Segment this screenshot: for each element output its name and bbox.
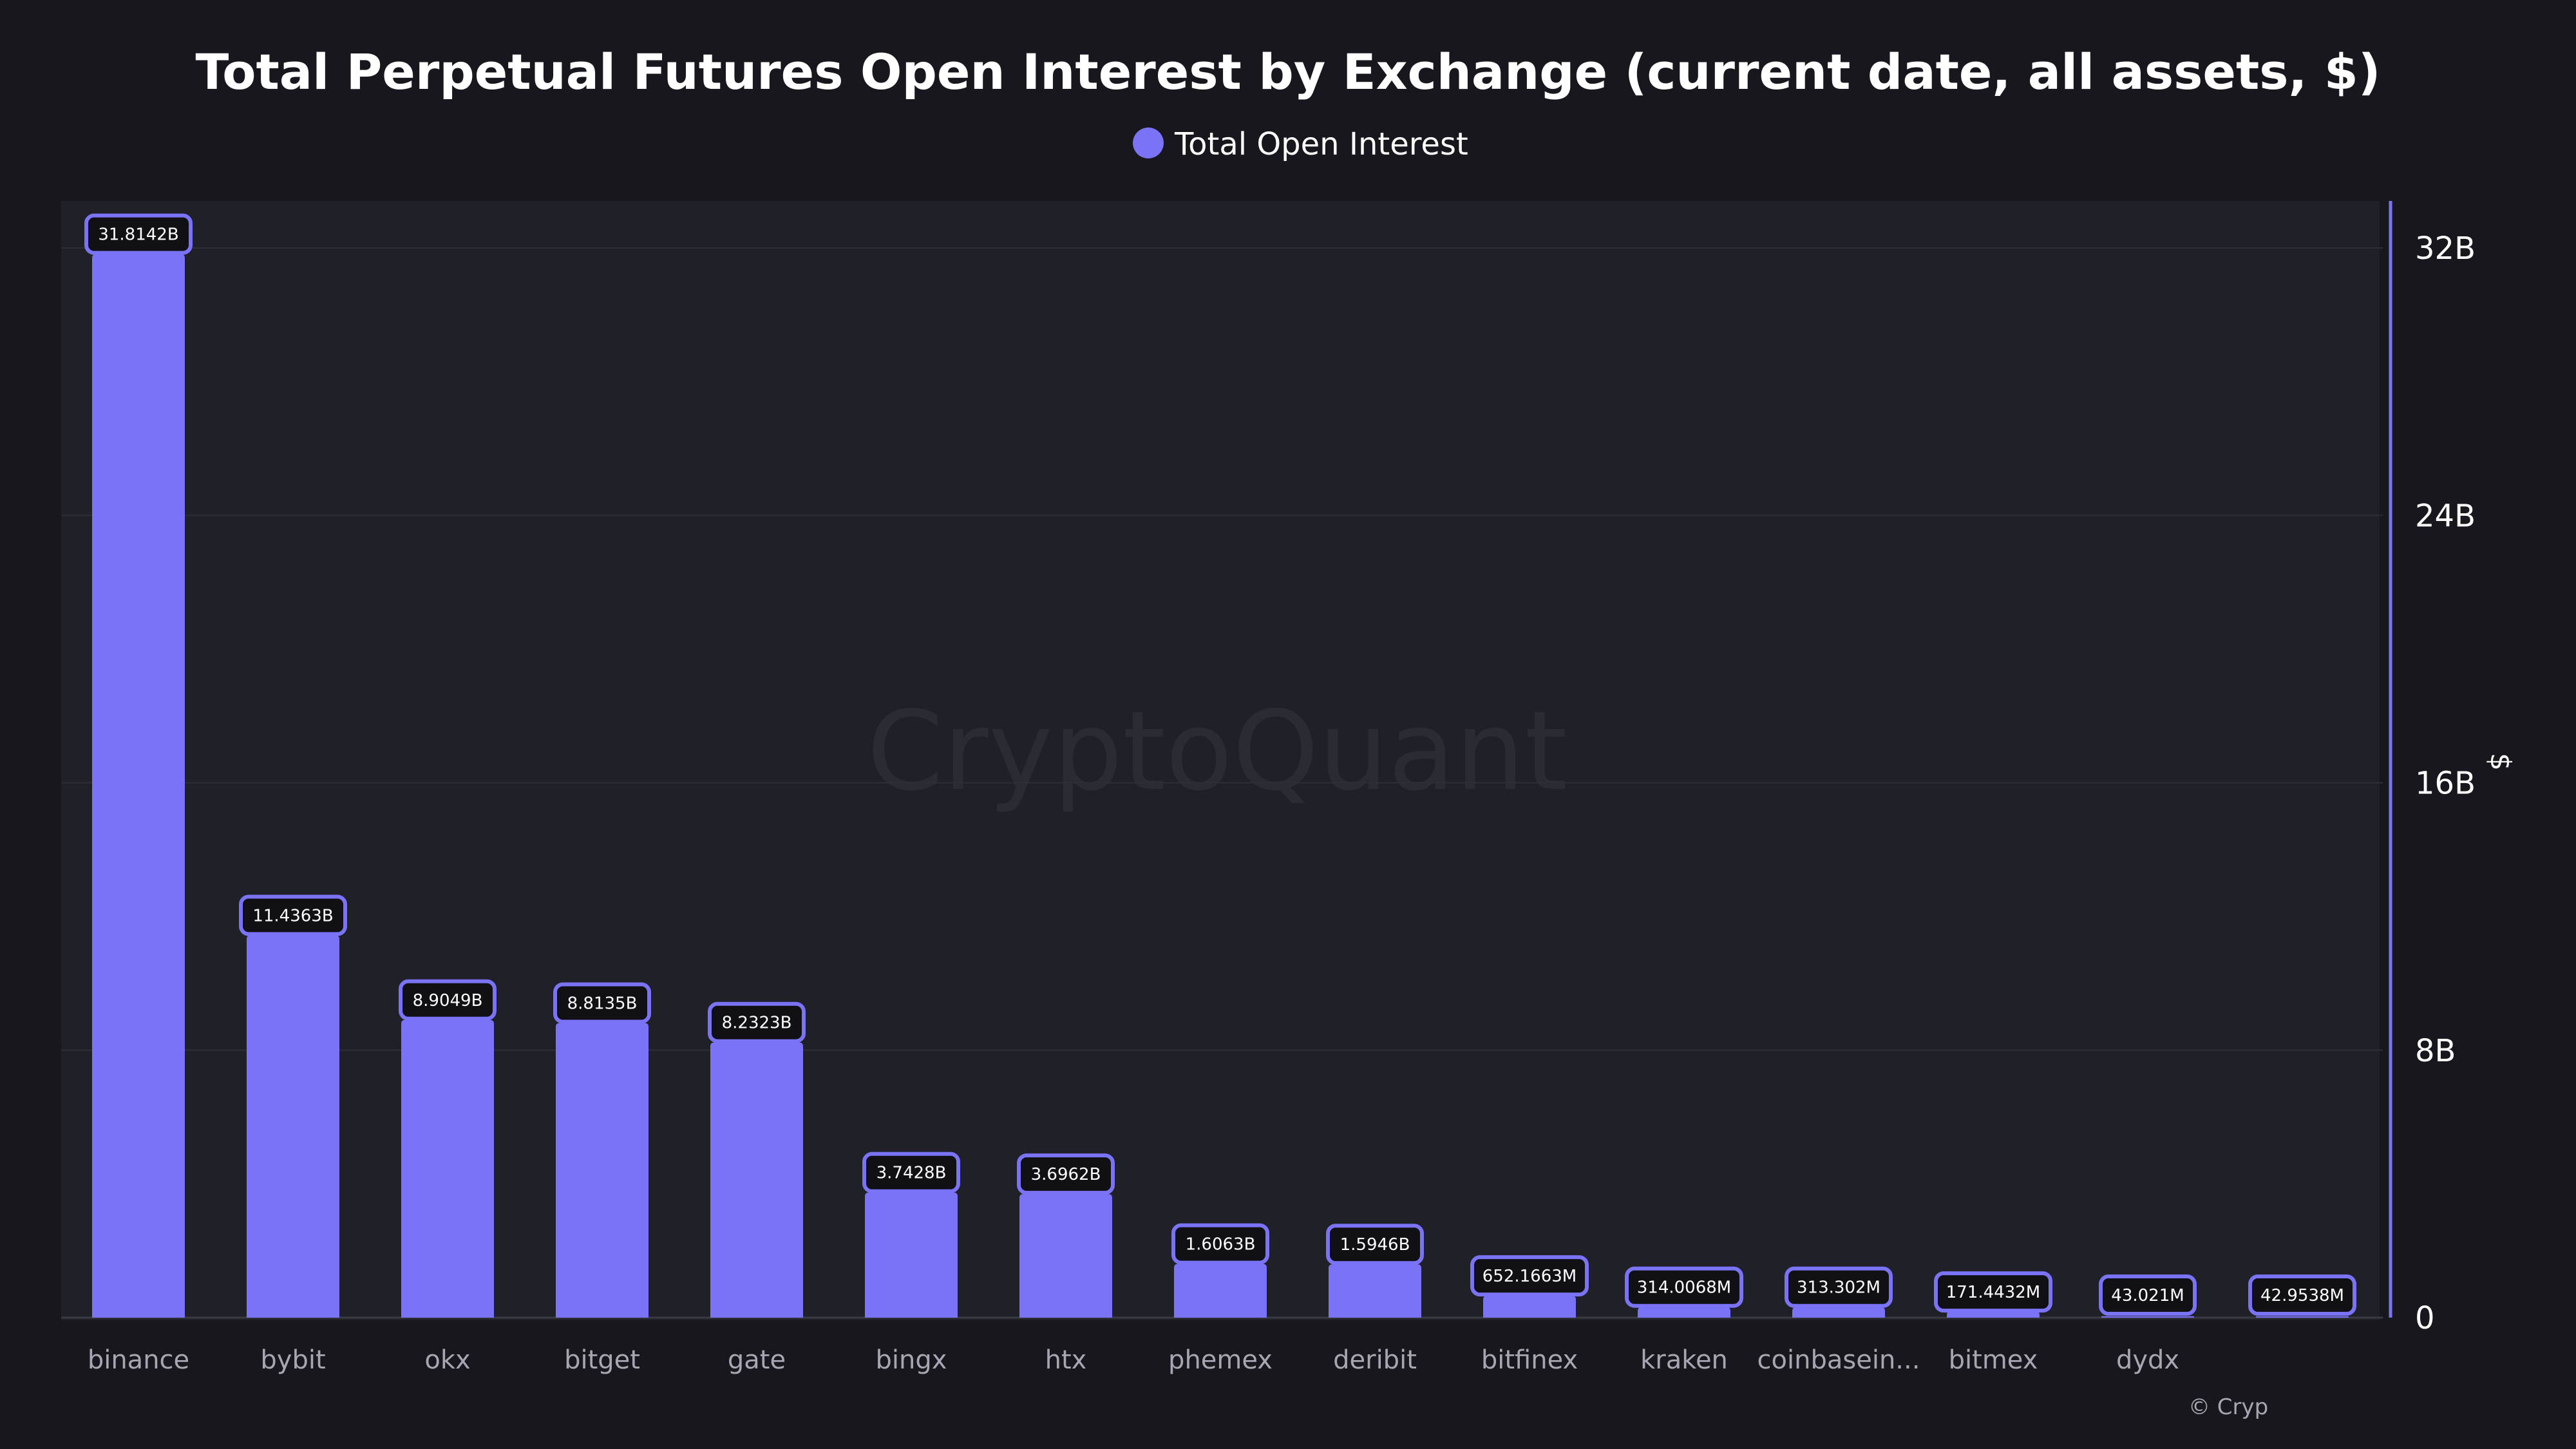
data-label-box: [1625, 1266, 1743, 1308]
x-tick-label: bitmex: [1949, 1345, 2038, 1375]
category-labels: binance bybit okx bitget gate bingx htx phemex d…: [88, 1345, 2179, 1375]
x-tick-label: bitget: [564, 1345, 640, 1375]
copyright: © Cryp: [2188, 1394, 2268, 1420]
data-label: 42.9538M: [2260, 1286, 2344, 1305]
bar-coinbasein[interactable]: [1792, 1307, 1885, 1318]
data-label-box: [708, 1001, 806, 1043]
data-label: 31.8142B: [98, 225, 178, 245]
data-label-box: [84, 213, 193, 255]
data-label: 171.4432M: [1946, 1283, 2041, 1302]
data-label: 1.6063B: [1186, 1235, 1256, 1255]
x-tick-label: coinbasein...: [1757, 1345, 1920, 1375]
bar-gate[interactable]: [710, 1042, 803, 1318]
bar-bitget[interactable]: [556, 1023, 649, 1318]
bar-bitmex[interactable]: [1947, 1312, 2040, 1318]
legend-label: Total Open Interest: [1174, 126, 1468, 162]
bar-binance[interactable]: [92, 254, 185, 1318]
bar-kraken[interactable]: [1638, 1307, 1730, 1318]
data-label: 314.0068M: [1637, 1278, 1732, 1298]
data-label: 3.7428B: [876, 1164, 947, 1183]
data-label: 11.4363B: [252, 906, 333, 925]
bar-dydx[interactable]: [2101, 1316, 2194, 1318]
data-label: 8.9049B: [413, 991, 483, 1010]
data-label: 1.5946B: [1340, 1235, 1410, 1255]
bar-htx[interactable]: [1019, 1194, 1112, 1318]
bar-unlabeled[interactable]: [2256, 1316, 2349, 1318]
data-label-box: [2099, 1274, 2197, 1316]
bar-okx[interactable]: [401, 1019, 494, 1318]
data-label-box: [1326, 1224, 1424, 1265]
bar-phemex[interactable]: [1174, 1264, 1267, 1318]
x-tick-label: bybit: [260, 1345, 325, 1375]
chart-title: Total Perpetual Futures Open Interest by…: [196, 43, 2381, 100]
x-tick-label: kraken: [1640, 1345, 1728, 1375]
y-tick-label: 24B: [2415, 498, 2476, 534]
x-tick-label: phemex: [1168, 1345, 1273, 1375]
data-label-box: [239, 895, 347, 936]
x-tick-label: gate: [728, 1345, 786, 1375]
bar-deribit[interactable]: [1329, 1264, 1421, 1318]
y-axis-unit: $: [2484, 753, 2517, 771]
data-label-box: [1017, 1153, 1115, 1195]
bar-bybit[interactable]: [247, 935, 339, 1318]
x-tick-label: deribit: [1333, 1345, 1417, 1375]
x-tick-label: binance: [88, 1345, 189, 1375]
data-label-box: [1171, 1223, 1269, 1265]
data-label-box: [862, 1151, 960, 1193]
data-labels: 31.8142B 11.4363B 8.9049B 8.8135B 8.2323B 3.7…: [84, 213, 2356, 1316]
data-label: 652.1663M: [1482, 1267, 1577, 1286]
y-tick-label: 16B: [2415, 766, 2476, 802]
watermark: CryptoQuant: [867, 688, 1567, 815]
bar-bitfinex[interactable]: [1483, 1296, 1576, 1318]
data-label-box: [399, 979, 497, 1021]
x-tick-label: dydx: [2116, 1345, 2179, 1375]
y-tick-label: 8B: [2415, 1033, 2456, 1069]
legend-marker: [1133, 128, 1164, 158]
y-axis: 0 8B 16B 24B 32B: [2389, 201, 2476, 1336]
data-label-box: [1785, 1266, 1893, 1308]
data-label-box: [1470, 1255, 1589, 1297]
data-label: 43.021M: [2111, 1286, 2184, 1305]
x-tick-label: bingx: [876, 1345, 947, 1375]
data-label: 3.6962B: [1031, 1165, 1101, 1184]
bar-bingx[interactable]: [865, 1192, 958, 1318]
y-tick-label: 32B: [2415, 231, 2476, 267]
y-tick-label: 0: [2415, 1300, 2435, 1336]
data-label: 8.8135B: [567, 994, 638, 1014]
data-label: 8.2323B: [722, 1014, 792, 1033]
x-tick-label: okx: [424, 1345, 470, 1375]
x-tick-label: bitfinex: [1481, 1345, 1578, 1375]
data-label-box: [2248, 1274, 2356, 1316]
data-label-box: [1934, 1271, 2052, 1313]
legend[interactable]: Total Open Interest: [1133, 126, 1468, 162]
data-label-box: [553, 982, 651, 1024]
x-tick-label: htx: [1045, 1345, 1087, 1375]
data-label: 313.302M: [1797, 1278, 1880, 1298]
bars: [92, 254, 2349, 1318]
